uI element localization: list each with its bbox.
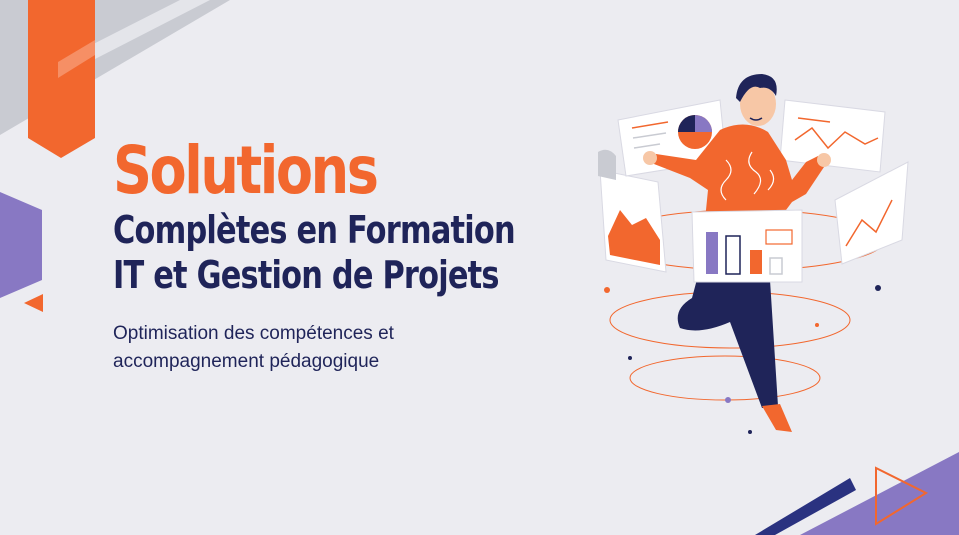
line-chart-panel xyxy=(779,99,886,173)
orbit-ring-bottom xyxy=(629,355,821,401)
subheadline-line-1: Complètes en Formation xyxy=(113,208,516,252)
man-hair xyxy=(736,74,777,102)
play-outline-triangle xyxy=(875,466,929,526)
decor-dot xyxy=(628,356,632,360)
decor-dot xyxy=(725,397,731,403)
man-shoe xyxy=(762,404,792,432)
decor-dot xyxy=(748,430,752,434)
light-diagonal-stripe xyxy=(58,0,210,78)
bar-chart-bar xyxy=(725,235,741,275)
decor-dot xyxy=(875,285,881,291)
purple-corner-triangle xyxy=(800,452,959,535)
bar-chart-bar xyxy=(769,257,783,275)
subheadline-line-2: IT et Gestion de Projets xyxy=(113,253,499,297)
bar-chart-panel xyxy=(691,209,803,283)
small-orange-triangle xyxy=(24,294,43,312)
decor-dot xyxy=(815,323,819,327)
trend-chart-panel xyxy=(834,161,909,265)
bar-chart-bar xyxy=(750,250,762,274)
hero-text-block: Solutions Complètes en Formation IT et G… xyxy=(113,138,583,376)
man-with-floating-dashboards-icon xyxy=(598,74,909,434)
bar-chart-bar xyxy=(706,232,718,274)
man-face xyxy=(740,82,776,126)
tagline-line-1: Optimisation des compétences et xyxy=(113,323,394,344)
man-left-hand xyxy=(643,151,657,165)
area-chart-fill xyxy=(608,210,660,265)
hero-subheadline: Complètes en Formation IT et Gestion de … xyxy=(113,208,516,298)
ribbon-highlight-stripe xyxy=(58,40,95,78)
tagline-line-2: accompagnement pédagogique xyxy=(113,351,380,372)
purple-hexagon-shape xyxy=(0,192,42,298)
hero-tagline: Optimisation des compétences et accompag… xyxy=(113,320,583,376)
hero-headline: Solutions xyxy=(113,132,379,209)
man-right-hand xyxy=(817,153,831,167)
navy-diagonal-stripe xyxy=(755,478,856,535)
man-legs xyxy=(677,268,778,408)
decor-dot xyxy=(604,287,610,293)
orange-ribbon-shape xyxy=(28,0,95,158)
